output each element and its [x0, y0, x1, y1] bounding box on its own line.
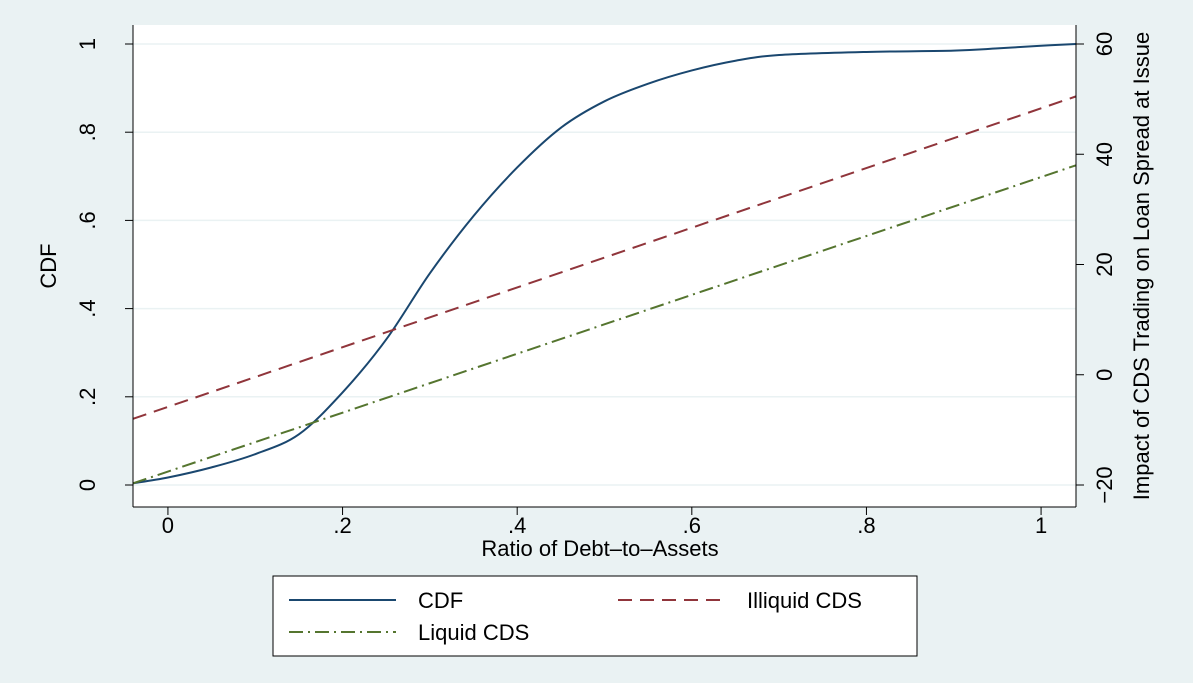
y-axis-left-title: CDF — [36, 243, 61, 288]
y-left-tick-label: .6 — [75, 211, 100, 229]
y-left-tick-label: 1 — [75, 38, 100, 50]
x-tick-label: .2 — [333, 513, 351, 538]
axes: 0 .2 .4 .6 .8 1 −20 0 20 40 60 0 .2 .4 .6 .8 1 — [75, 25, 1117, 538]
y-right-tick-label: −20 — [1092, 466, 1117, 503]
y-left-tick-label: .8 — [75, 123, 100, 141]
legend-label-liquid-cds: Liquid CDS — [418, 620, 529, 645]
series-line-liquid-cds — [132, 164, 1077, 485]
series-lines — [132, 43, 1077, 485]
x-tick-label: .6 — [683, 513, 701, 538]
legend-label-illiquid-cds: Illiquid CDS — [747, 588, 862, 613]
y-left-tick-label: 0 — [75, 479, 100, 491]
x-tick-label: 0 — [162, 513, 174, 538]
plot-area — [133, 25, 1076, 507]
legend: CDF Illiquid CDS Liquid CDS — [272, 575, 918, 657]
legend-box — [272, 575, 918, 657]
y-right-tick-label: 0 — [1092, 369, 1117, 381]
series-line-cdf — [132, 43, 1077, 485]
x-tick-label: .8 — [857, 513, 875, 538]
y-right-tick-label: 20 — [1092, 252, 1117, 276]
x-tick-label: 1 — [1035, 513, 1047, 538]
x-tick-label: .4 — [508, 513, 526, 538]
y-axis-right-title: Impact of CDS Trading on Loan Spread at … — [1129, 32, 1154, 500]
y-left-tick-label: .2 — [75, 388, 100, 406]
x-axis-title: Ratio of Debt–to–Assets — [481, 536, 718, 561]
y-left-tick-label: .4 — [75, 299, 100, 317]
legend-label-cdf: CDF — [418, 588, 463, 613]
y-right-tick-label: 60 — [1092, 32, 1117, 56]
y-right-tick-label: 40 — [1092, 142, 1117, 166]
series-line-illiquid-cds — [132, 95, 1077, 420]
grid — [133, 43, 1076, 486]
